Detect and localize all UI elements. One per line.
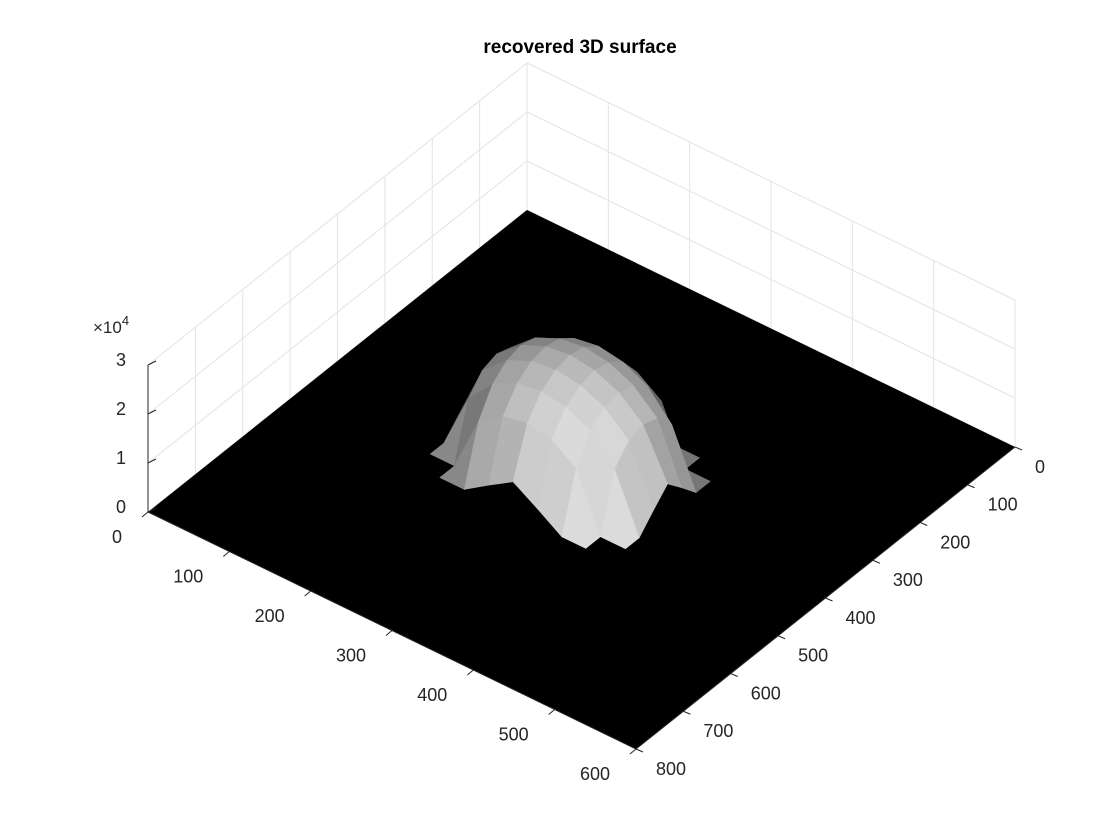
x-tick [385,630,393,636]
x-tick [629,748,637,755]
grid-line [526,62,1016,301]
y-tick [683,710,691,715]
x-tick-label: 400 [417,685,447,705]
x-tick-label: 500 [499,724,529,744]
x-tick [548,709,555,715]
grid-line [526,111,1016,350]
y-tick [730,673,738,677]
grid-line [147,111,528,415]
y-tick-label: 100 [988,495,1018,515]
y-tick-label: 400 [846,608,876,628]
z-multiplier: ×104 [93,313,129,337]
y-tick [967,484,975,489]
z-tick [147,409,157,415]
x-tick [304,590,311,597]
x-tick [467,669,474,676]
z-tick-label: 1 [116,448,126,468]
y-tick-label: 700 [703,721,733,741]
y-tick [777,635,786,640]
x-tick-label: 100 [173,566,203,586]
x-tick [141,511,149,518]
x-tick-label: 600 [580,764,610,784]
y-tick [920,522,928,526]
z-tick-label: 3 [116,350,126,370]
y-tick [872,559,881,564]
y-tick-label: 500 [798,646,828,666]
y-tick-label: 600 [751,683,781,703]
y-tick [1014,446,1023,451]
y-tick-label: 0 [1035,457,1045,477]
surface-patch [585,536,626,561]
x-tick [223,551,230,557]
grid-line [526,160,1016,399]
z-tick-label: 2 [116,399,126,419]
chart-title: recovered 3D surface [483,37,676,58]
x-tick-label: 300 [336,645,366,665]
y-tick-label: 800 [656,759,686,779]
x-tick-label: 0 [112,527,122,547]
grid-line [147,160,528,464]
z-tick [147,360,157,366]
z-multiplier-exponent: 4 [122,313,129,328]
y-tick [635,748,644,753]
z-tick [147,507,157,513]
z-multiplier-base: ×10 [93,318,122,337]
x-tick-label: 200 [255,606,285,626]
y-tick-label: 300 [893,570,923,590]
y-tick-label: 200 [940,532,970,552]
z-tick [147,458,157,464]
z-tick-label: 0 [116,497,126,517]
grid-line [147,62,528,366]
y-tick [825,597,833,602]
